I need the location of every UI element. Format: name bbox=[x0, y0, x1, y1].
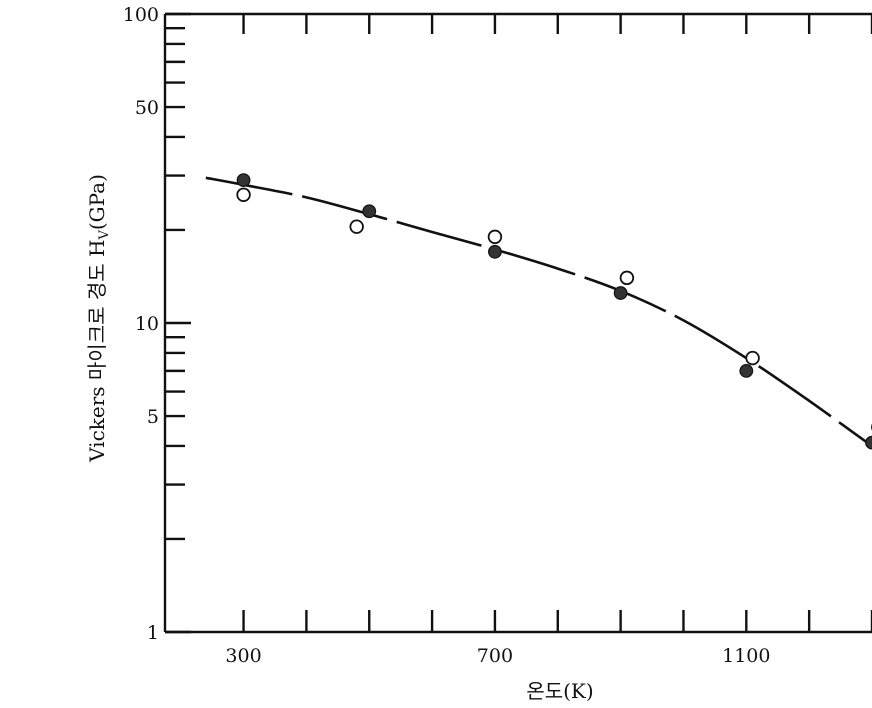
filled-circle-point bbox=[236, 173, 251, 188]
x-tick-label: 300 bbox=[225, 645, 261, 667]
tick-labels: 100 50 10 5 1 300 700 1100 bbox=[123, 4, 771, 667]
ticks bbox=[165, 12, 872, 634]
y-axis-title: Vickers 마이크로 경도 HV(GPa) bbox=[85, 174, 112, 463]
open-circle-point bbox=[619, 270, 635, 286]
open-circle-point bbox=[487, 229, 503, 245]
data-points bbox=[236, 173, 872, 450]
filled-circle-point bbox=[362, 204, 377, 219]
filled-circle-point bbox=[865, 435, 872, 450]
x-axis-title: 온도(K) bbox=[526, 679, 593, 703]
x-tick-label: 700 bbox=[477, 645, 513, 667]
fit-curve bbox=[205, 176, 872, 448]
x-tick-label: 1100 bbox=[722, 645, 770, 667]
y-tick-label: 5 bbox=[147, 406, 159, 428]
y-tick-label: 50 bbox=[135, 97, 159, 119]
open-circle-point bbox=[236, 187, 251, 202]
y-axis-title-subscript: V bbox=[97, 230, 112, 241]
filled-circle-point bbox=[488, 244, 502, 259]
open-circle-point bbox=[349, 219, 364, 234]
y-axis-title-unit: (GPa) bbox=[85, 174, 109, 230]
y-tick-label: 100 bbox=[123, 4, 159, 26]
filled-circle-point bbox=[613, 286, 628, 300]
axes bbox=[163, 12, 872, 634]
y-tick-label: 1 bbox=[147, 622, 159, 644]
y-tick-label: 10 bbox=[135, 313, 159, 335]
open-circle-point bbox=[745, 350, 760, 366]
filled-circle-point bbox=[739, 363, 754, 378]
y-axis-title-main: Vickers 마이크로 경도 H bbox=[85, 240, 109, 463]
